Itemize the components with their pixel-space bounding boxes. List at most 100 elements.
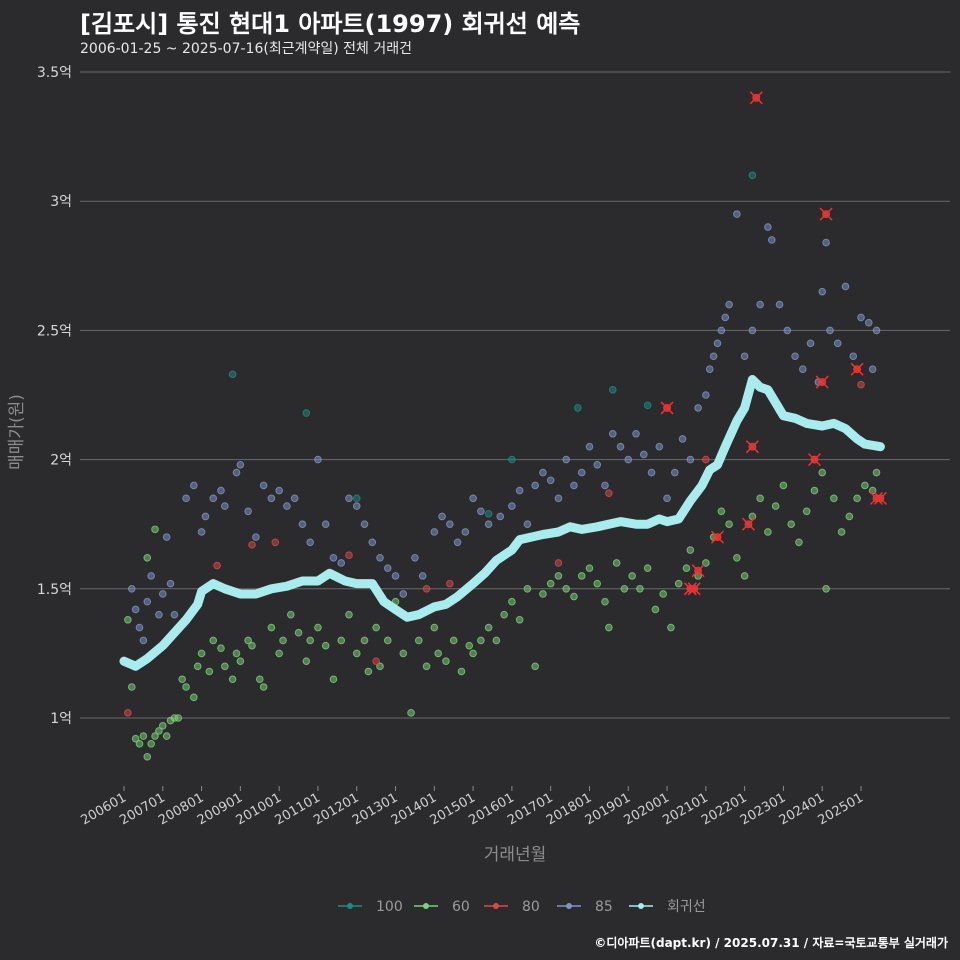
highlight-marker bbox=[691, 564, 705, 578]
data-point-60 bbox=[740, 572, 749, 580]
data-point-60 bbox=[818, 468, 827, 477]
data-point-85 bbox=[546, 476, 555, 485]
data-point-100 bbox=[484, 510, 493, 518]
data-point-80 bbox=[271, 538, 280, 547]
data-point-85 bbox=[430, 528, 439, 536]
y-tick-label: 1.5억 bbox=[37, 582, 72, 598]
data-point-85 bbox=[725, 300, 733, 309]
data-point-60 bbox=[830, 494, 838, 503]
highlight-marker bbox=[873, 491, 887, 505]
data-point-85 bbox=[352, 502, 361, 510]
data-point-60 bbox=[407, 709, 415, 717]
regression-line bbox=[119, 375, 885, 671]
data-point-60 bbox=[620, 585, 629, 593]
data-point-60 bbox=[364, 667, 373, 676]
data-point-60 bbox=[686, 546, 695, 554]
data-point-60 bbox=[872, 468, 881, 477]
data-point-85 bbox=[399, 590, 408, 598]
data-point-85 bbox=[236, 460, 245, 469]
data-point-85 bbox=[647, 468, 656, 477]
legend-item: 100 bbox=[338, 899, 403, 915]
data-point-60 bbox=[209, 636, 218, 645]
data-point-85 bbox=[217, 486, 225, 495]
data-point-60 bbox=[143, 752, 152, 761]
data-point-60 bbox=[477, 636, 485, 645]
data-point-85 bbox=[314, 455, 322, 464]
data-point-85 bbox=[360, 520, 369, 529]
data-point-80 bbox=[554, 559, 563, 567]
data-point-60 bbox=[221, 662, 229, 671]
legend-item: 회귀선 bbox=[629, 899, 706, 915]
data-point-85 bbox=[857, 313, 865, 322]
y-tick-label: 3.5억 bbox=[37, 65, 72, 81]
data-point-60 bbox=[147, 740, 155, 748]
data-point-85 bbox=[663, 494, 671, 503]
data-point-60 bbox=[570, 592, 578, 601]
legend: 100 60 80 85 회귀선 bbox=[338, 899, 706, 915]
data-point-85 bbox=[461, 528, 470, 536]
data-point-85 bbox=[822, 238, 830, 247]
data-point-60 bbox=[314, 623, 322, 632]
data-point-85 bbox=[826, 326, 834, 335]
data-point-85 bbox=[678, 435, 687, 443]
data-point-100 bbox=[748, 171, 757, 180]
data-point-80 bbox=[213, 561, 221, 570]
data-point-85 bbox=[694, 404, 702, 412]
data-point-60 bbox=[837, 528, 846, 536]
data-point-80 bbox=[345, 551, 353, 560]
highlight-marker bbox=[850, 362, 864, 376]
legend-swatch-dot bbox=[566, 903, 572, 909]
data-point-60 bbox=[286, 610, 295, 619]
data-point-85 bbox=[686, 455, 695, 464]
data-point-85 bbox=[508, 502, 516, 510]
data-point-60 bbox=[337, 636, 346, 645]
data-point-60 bbox=[605, 623, 613, 632]
data-point-60 bbox=[174, 714, 183, 722]
y-tick-label: 3억 bbox=[50, 194, 72, 210]
data-point-60 bbox=[523, 585, 532, 593]
data-point-85 bbox=[127, 585, 136, 593]
data-point-60 bbox=[636, 585, 644, 593]
data-point-85 bbox=[275, 486, 283, 495]
data-point-60 bbox=[628, 572, 636, 580]
data-point-60 bbox=[822, 585, 830, 593]
highlight-x-stroke bbox=[749, 91, 763, 105]
legend-item: 85 bbox=[557, 899, 613, 915]
data-point-100 bbox=[574, 404, 582, 412]
data-point-85 bbox=[232, 468, 241, 477]
highlight-markers bbox=[660, 91, 887, 596]
chart-title: [김포시] 통진 현대1 아파트(1997) 회귀선 예측 bbox=[80, 10, 581, 38]
data-point-85 bbox=[244, 507, 252, 516]
data-point-60 bbox=[131, 734, 140, 743]
highlight-x-stroke bbox=[710, 530, 725, 544]
data-point-85 bbox=[539, 468, 547, 477]
data-point-60 bbox=[434, 649, 442, 658]
data-point-60 bbox=[162, 732, 171, 740]
legend-item: 60 bbox=[414, 899, 470, 915]
data-point-60 bbox=[151, 525, 159, 534]
data-point-85 bbox=[418, 572, 427, 580]
data-point-85 bbox=[306, 538, 314, 547]
data-point-85 bbox=[139, 636, 148, 645]
data-point-85 bbox=[783, 326, 792, 335]
data-point-85 bbox=[166, 579, 175, 588]
data-point-100 bbox=[302, 409, 311, 417]
data-point-60 bbox=[228, 675, 237, 684]
data-point-60 bbox=[795, 538, 803, 547]
data-point-85 bbox=[496, 512, 505, 521]
data-point-85 bbox=[593, 460, 602, 469]
data-point-60 bbox=[352, 649, 361, 658]
highlight-marker bbox=[741, 517, 756, 531]
highlight-x-stroke bbox=[873, 491, 887, 505]
data-point-60 bbox=[531, 662, 539, 671]
data-point-85 bbox=[329, 553, 338, 562]
data-point-60 bbox=[764, 528, 772, 536]
data-point-60 bbox=[593, 579, 602, 588]
data-point-60 bbox=[372, 623, 380, 632]
highlight-x-stroke bbox=[819, 207, 833, 221]
data-point-85 bbox=[135, 623, 144, 632]
data-point-85 bbox=[717, 326, 726, 335]
data-point-85 bbox=[632, 429, 640, 438]
data-point-60 bbox=[810, 486, 819, 495]
data-point-60 bbox=[492, 636, 501, 645]
